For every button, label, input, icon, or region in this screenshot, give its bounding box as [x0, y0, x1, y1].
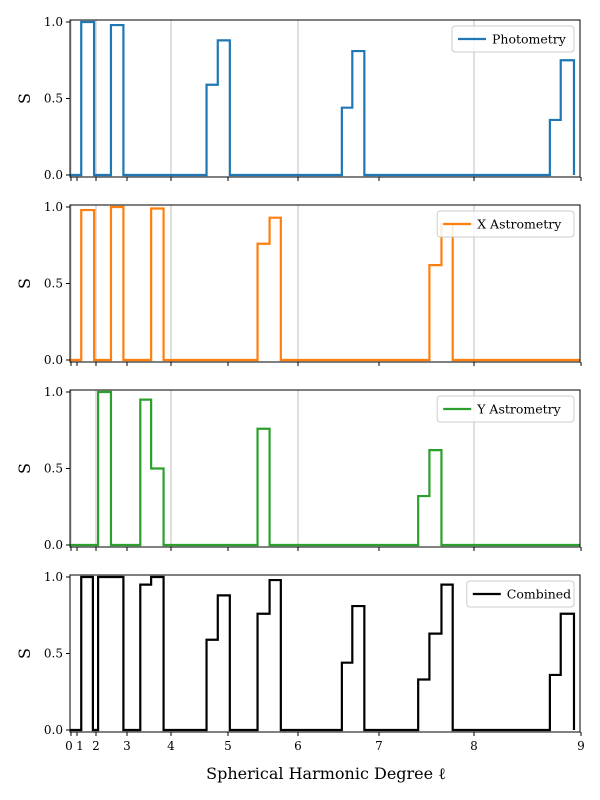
- legend: Photometry: [451, 25, 575, 53]
- y-tick-label: 0.0: [44, 168, 63, 182]
- y-tick-label: 0.5: [44, 647, 63, 661]
- series-line-x-astrometry: [70, 205, 580, 362]
- legend-box: [436, 395, 575, 423]
- y-tick-label: 1.0: [44, 15, 63, 29]
- y-tick-label: 1.0: [44, 570, 63, 584]
- series-line-combined: [70, 575, 576, 732]
- legend-label: Y Astrometry: [476, 402, 561, 417]
- x-tick-label: 1: [76, 739, 84, 753]
- y-axis-label: S: [15, 278, 34, 289]
- x-tick-label: 8: [470, 739, 478, 753]
- x-tick-label: 9: [577, 739, 585, 753]
- y-axis-label: S: [15, 93, 34, 104]
- panels: 0.0 0.5 1.0 S Photometry 0.0 0.5 1.0 S X Astromet…: [15, 15, 585, 753]
- series-line-photometry: [70, 20, 576, 177]
- x-tick-label: 5: [224, 739, 232, 753]
- legend-label: Photometry: [492, 32, 567, 47]
- y-tick-label: 0.5: [44, 462, 63, 476]
- legend-label: Combined: [507, 587, 571, 602]
- panel-1: 0.0 0.5 1.0 S X Astrometry: [15, 200, 582, 367]
- x-tick-label: 4: [167, 739, 175, 753]
- legend-box: [451, 25, 575, 53]
- series-line-y-astrometry: [70, 390, 580, 547]
- y-tick-label: 0.5: [44, 277, 63, 291]
- panel-2: 0.0 0.5 1.0 S Y Astrometry: [15, 385, 582, 552]
- legend: X Astrometry: [436, 210, 575, 238]
- legend: Combined: [466, 580, 575, 608]
- x-tick-label: 0: [65, 739, 73, 753]
- y-tick-label: 1.0: [44, 200, 63, 214]
- x-axis-label: Spherical Harmonic Degree ℓ: [206, 764, 446, 783]
- panel-0: 0.0 0.5 1.0 S Photometry: [15, 15, 582, 182]
- y-tick-label: 0.5: [44, 92, 63, 106]
- y-axis-label: S: [15, 648, 34, 659]
- y-tick-label: 0.0: [44, 723, 63, 737]
- legend-box: [436, 210, 575, 238]
- legend-label: X Astrometry: [477, 217, 562, 232]
- legend: Y Astrometry: [436, 395, 575, 423]
- x-tick-label: 7: [375, 739, 383, 753]
- y-tick-label: 0.0: [44, 353, 63, 367]
- legend-box: [466, 580, 575, 608]
- y-axis-label: S: [15, 463, 34, 474]
- y-tick-label: 1.0: [44, 385, 63, 399]
- y-tick-label: 0.0: [44, 538, 63, 552]
- x-tick-label: 2: [92, 739, 100, 753]
- x-tick-label: 6: [294, 739, 302, 753]
- panel-3: 0.0 0.5 1.0 S 0 1 2 3 4 5 6 7 8 9 Combined: [15, 570, 585, 753]
- x-tick-label: 3: [123, 739, 131, 753]
